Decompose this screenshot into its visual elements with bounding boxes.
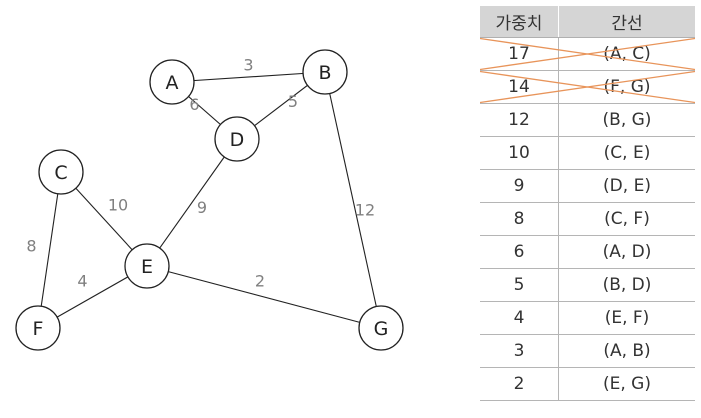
edge-weight-e-g: 2 bbox=[255, 272, 265, 291]
node-label: G bbox=[374, 318, 389, 340]
table-row: 5 (B, D) bbox=[480, 268, 695, 302]
node-layer: A B C D E F G bbox=[15, 49, 404, 351]
node-circle bbox=[302, 49, 348, 95]
row-edge: (C, F) bbox=[558, 202, 695, 236]
row-edge: (E, G) bbox=[558, 367, 695, 401]
row-edge: (C, E) bbox=[558, 136, 695, 170]
row-weight: 5 bbox=[480, 268, 559, 302]
node-c: C bbox=[38, 149, 84, 195]
table-row: 2 (E, G) bbox=[480, 367, 695, 401]
table-row: 8 (C, F) bbox=[480, 202, 695, 236]
edge-layer: 3 6 5 12 9 10 8 4 2 bbox=[26, 56, 382, 329]
node-g: G bbox=[358, 305, 404, 351]
table-row: 17 (A, C) bbox=[480, 37, 695, 71]
table-row: 10 (C, E) bbox=[480, 136, 695, 170]
header-weight: 가중치 bbox=[480, 6, 559, 38]
table-row: 12 (B, G) bbox=[480, 103, 695, 137]
node-f: F bbox=[15, 305, 61, 351]
edge-b-g bbox=[324, 71, 382, 329]
edge-d-e bbox=[146, 138, 238, 267]
edge-weight-a-d: 6 bbox=[189, 95, 199, 114]
edge-c-f bbox=[37, 171, 62, 329]
edge-a-b bbox=[171, 71, 326, 83]
row-weight: 4 bbox=[480, 301, 559, 335]
row-edge: (D, E) bbox=[558, 169, 695, 203]
node-b: B bbox=[302, 49, 348, 95]
edge-weight-b-d: 5 bbox=[288, 92, 298, 111]
row-edge: (E, F) bbox=[558, 301, 695, 335]
header-edge: 간선 bbox=[558, 6, 695, 38]
edge-weight-a-b: 3 bbox=[243, 56, 253, 75]
edge-weight-d-e: 9 bbox=[197, 198, 207, 217]
edge-weight-c-f: 8 bbox=[26, 237, 36, 256]
table-row: 14 (F, G) bbox=[480, 70, 695, 104]
node-circle bbox=[149, 59, 195, 105]
row-weight: 14 bbox=[480, 70, 559, 104]
row-edge: (B, D) bbox=[558, 268, 695, 302]
row-weight: 9 bbox=[480, 169, 559, 203]
edge-weight-b-g: 12 bbox=[355, 201, 375, 220]
row-edge: (A, D) bbox=[558, 235, 695, 269]
table-header-row: 가중치 간선 bbox=[480, 6, 695, 38]
row-weight: 8 bbox=[480, 202, 559, 236]
node-circle bbox=[38, 149, 84, 195]
table-body: 17 (A, C) 14 (F, G) 12 (B, G) 10 (C, E) 9 (D, E) 8… bbox=[480, 37, 695, 401]
node-label: A bbox=[166, 72, 179, 94]
row-edge: (A, C) bbox=[558, 37, 695, 71]
row-weight: 6 bbox=[480, 235, 559, 269]
node-d: D bbox=[214, 116, 260, 162]
node-label: E bbox=[141, 256, 153, 278]
table-row: 6 (A, D) bbox=[480, 235, 695, 269]
row-weight: 12 bbox=[480, 103, 559, 137]
node-circle bbox=[214, 116, 260, 162]
row-edge: (F, G) bbox=[558, 70, 695, 104]
table-row: 3 (A, B) bbox=[480, 334, 695, 368]
edge-e-g bbox=[146, 265, 382, 329]
node-circle bbox=[15, 305, 61, 351]
node-label: C bbox=[54, 162, 67, 184]
row-weight: 3 bbox=[480, 334, 559, 368]
node-label: D bbox=[230, 129, 245, 151]
row-weight: 17 bbox=[480, 37, 559, 71]
edge-weight-table: 가중치 간선 17 (A, C) 14 (F, G) 12 (B, G) 10 (C, E) 9… bbox=[480, 6, 695, 401]
row-weight: 2 bbox=[480, 367, 559, 401]
row-weight: 10 bbox=[480, 136, 559, 170]
node-a: A bbox=[149, 59, 195, 105]
graph-diagram: 3 6 5 12 9 10 8 4 2 A B C D E F G bbox=[15, 49, 404, 351]
edge-weight-c-e: 10 bbox=[108, 196, 128, 215]
node-label: F bbox=[33, 318, 44, 340]
node-e: E bbox=[124, 243, 170, 289]
edge-weight-e-f: 4 bbox=[77, 272, 87, 291]
table-row: 4 (E, F) bbox=[480, 301, 695, 335]
node-label: B bbox=[318, 62, 331, 84]
row-edge: (A, B) bbox=[558, 334, 695, 368]
node-circle bbox=[358, 305, 404, 351]
row-edge: (B, G) bbox=[558, 103, 695, 137]
table-row: 9 (D, E) bbox=[480, 169, 695, 203]
node-circle bbox=[124, 243, 170, 289]
